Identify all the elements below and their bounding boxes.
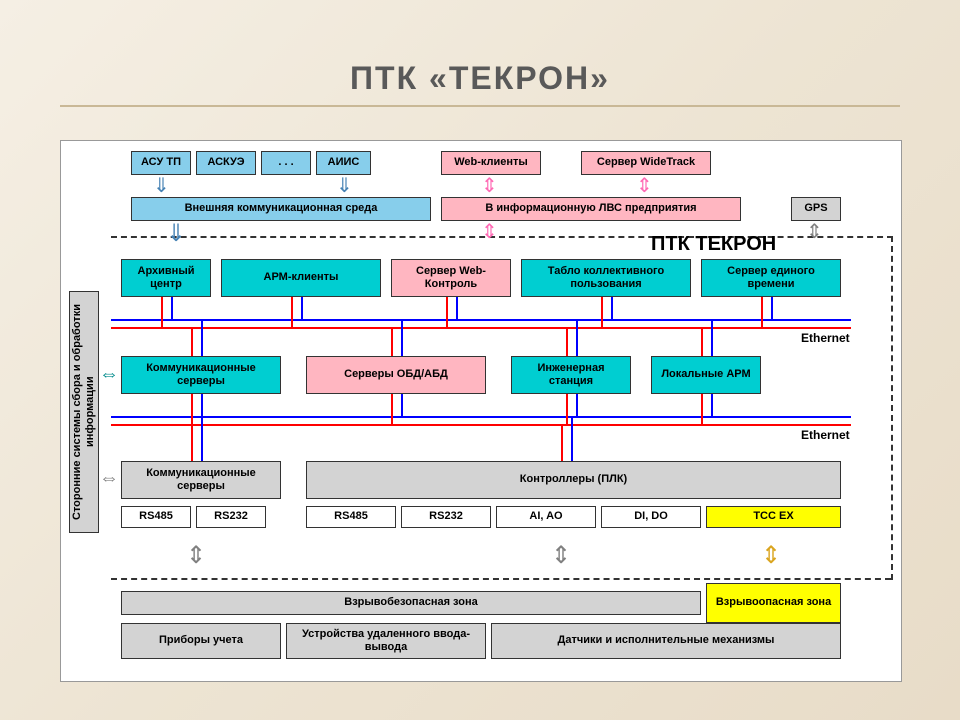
connector (701, 327, 703, 356)
connector (201, 319, 203, 356)
slide-title: ПТК «ТЕКРОН» (350, 60, 610, 96)
diagram-container: Сторонние системы сбора и обработки инфо… (60, 140, 902, 682)
box-obd-servers: Серверы ОБД/АБД (306, 356, 486, 394)
box-comm-servers-2: Коммуникационные серверы (121, 461, 281, 499)
arrow-down-icon: ⇓ (336, 173, 353, 198)
title-bar: ПТК «ТЕКРОН» (60, 60, 900, 107)
connector (191, 424, 193, 461)
ethernet-bus-1a (111, 319, 851, 321)
box-dots: . . . (261, 151, 311, 175)
ptk-label: ПТК ТЕКРОН (651, 233, 776, 256)
connector (391, 394, 393, 424)
box-arm-clients: АРМ-клиенты (221, 259, 381, 297)
box-sensors: Датчики и исполнительные механизмы (491, 623, 841, 659)
ethernet-label-1: Ethernet (801, 331, 850, 345)
connector (771, 297, 773, 319)
connector (601, 297, 603, 327)
connector (171, 297, 173, 319)
box-remote-io: Устройства удаленного ввода-вывода (286, 623, 486, 659)
connector (576, 319, 578, 356)
connector (201, 416, 203, 461)
connector (191, 327, 193, 356)
connector (391, 327, 393, 356)
box-safe-zone: Взрывобезопасная зона (121, 591, 701, 615)
box-tcc-ex: TCC EX (706, 506, 841, 528)
box-di-do: DI, DO (601, 506, 701, 528)
arrow-updown-icon: ⇕ (806, 219, 823, 244)
box-server-widetrack: Сервер WideTrack (581, 151, 711, 175)
connector (291, 297, 293, 327)
connector (571, 416, 573, 461)
connector (161, 297, 163, 327)
arrow-leftright-icon: ⇔ (99, 467, 119, 490)
connector (401, 319, 403, 356)
connector (576, 394, 578, 416)
box-ai-ao: AI, AO (496, 506, 596, 528)
box-web-server: Сервер Web-Контроль (391, 259, 511, 297)
box-rs485-2: RS485 (306, 506, 396, 528)
arrow-leftright-icon: ⇔ (99, 363, 119, 386)
connector (566, 327, 568, 356)
ptk-boundary-bottom (111, 578, 891, 580)
box-meters: Приборы учета (121, 623, 281, 659)
connector (711, 319, 713, 356)
box-info-lvs: В информационную ЛВС предприятия (441, 197, 741, 221)
connector (301, 297, 303, 319)
arrow-updown-icon: ⇕ (551, 541, 571, 570)
connector (611, 297, 613, 319)
connector (446, 297, 448, 327)
box-rs232-1: RS232 (196, 506, 266, 528)
connector (701, 394, 703, 424)
box-time-server: Сервер единого времени (701, 259, 841, 297)
connector (566, 394, 568, 424)
box-tablo: Табло коллективного пользования (521, 259, 691, 297)
box-gps: GPS (791, 197, 841, 221)
sidebar-external-systems: Сторонние системы сбора и обработки инфо… (69, 291, 99, 533)
connector (456, 297, 458, 319)
box-asu-tp: АСУ ТП (131, 151, 191, 175)
arrow-updown-icon: ⇕ (481, 173, 498, 198)
box-askue: АСКУЭ (196, 151, 256, 175)
connector (401, 394, 403, 416)
connector (191, 394, 193, 424)
box-controllers: Контроллеры (ПЛК) (306, 461, 841, 499)
ethernet-bus-2b (111, 424, 851, 426)
ethernet-bus-2a (111, 416, 851, 418)
ethernet-label-2: Ethernet (801, 428, 850, 442)
connector (201, 394, 203, 416)
box-aiis: АИИС (316, 151, 371, 175)
ethernet-bus-1b (111, 327, 851, 329)
slide: ПТК «ТЕКРОН» Сторонние системы сбора и о… (0, 0, 960, 720)
arrow-down-icon: ⇓ (166, 219, 186, 248)
arrow-updown-icon: ⇕ (761, 541, 781, 570)
box-danger-zone: Взрывоопасная зона (706, 583, 841, 623)
box-rs232-2: RS232 (401, 506, 491, 528)
box-rs485-1: RS485 (121, 506, 191, 528)
arrow-updown-icon: ⇕ (481, 219, 498, 244)
box-eng-station: Инженерная станция (511, 356, 631, 394)
box-archive: Архивный центр (121, 259, 211, 297)
arrow-updown-icon: ⇕ (186, 541, 206, 570)
connector (711, 394, 713, 416)
arrow-down-icon: ⇓ (153, 173, 170, 198)
connector (761, 297, 763, 327)
box-comm-servers-1: Коммуникационные серверы (121, 356, 281, 394)
connector (561, 424, 563, 461)
sidebar-label: Сторонние системы сбора и обработки инфо… (71, 292, 97, 532)
box-local-arm: Локальные АРМ (651, 356, 761, 394)
box-ext-comm: Внешняя коммуникационная среда (131, 197, 431, 221)
box-web-clients: Web-клиенты (441, 151, 541, 175)
arrow-updown-icon: ⇕ (636, 173, 653, 198)
